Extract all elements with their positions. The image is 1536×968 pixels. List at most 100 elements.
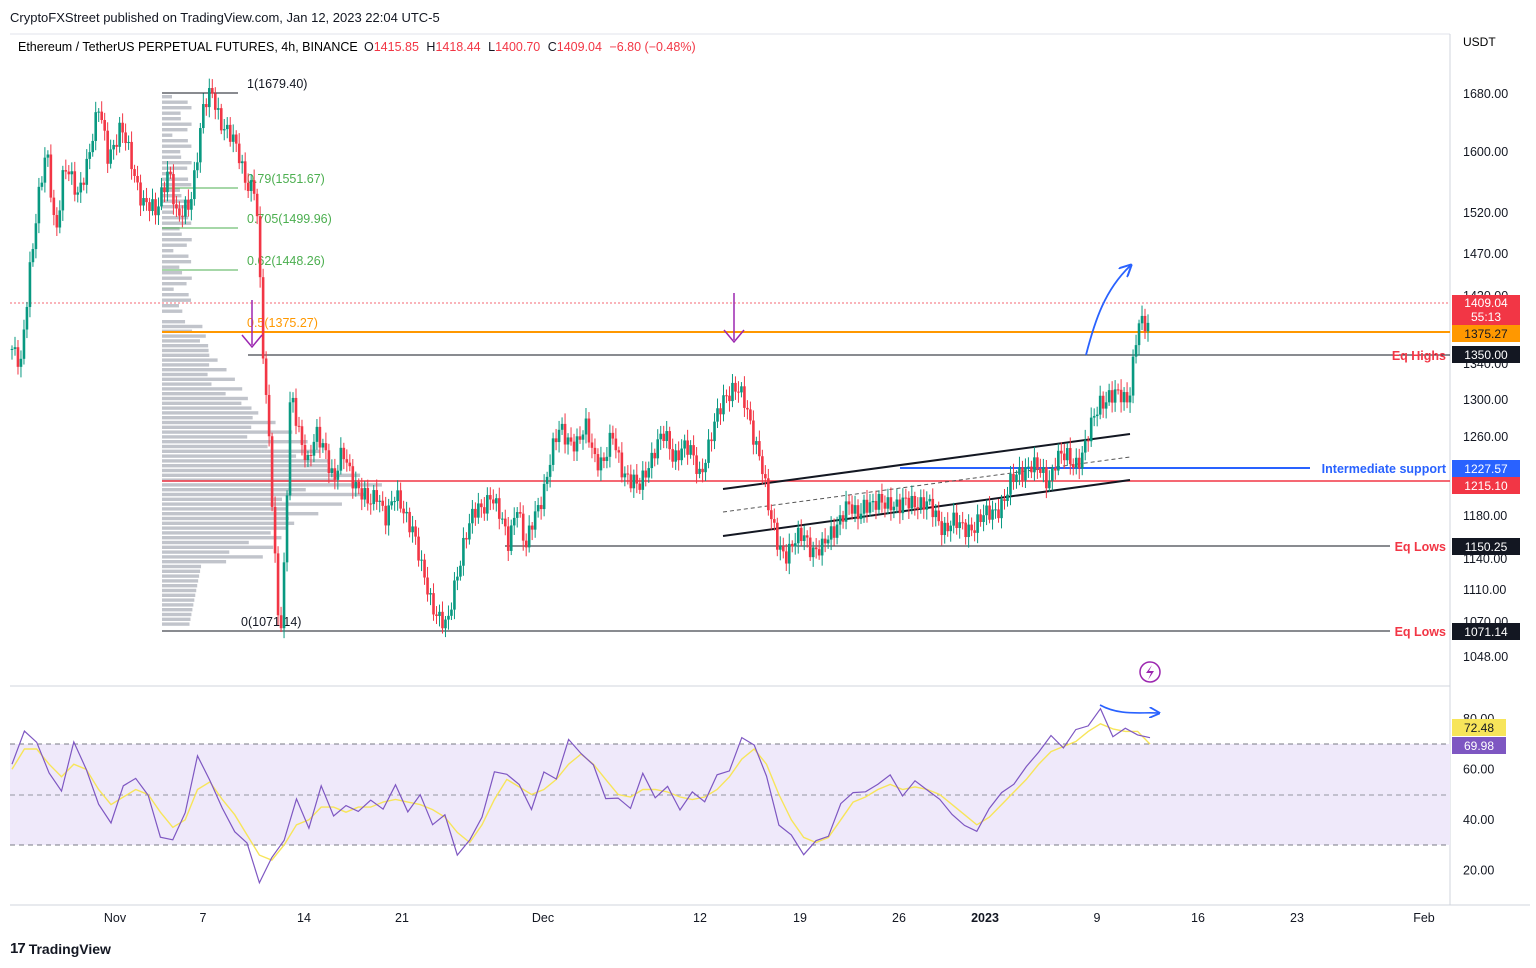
- time-tick: Dec: [532, 911, 554, 925]
- volume-profile-bar: [162, 155, 182, 159]
- volume-profile-bar: [162, 526, 287, 530]
- time-axis[interactable]: Nov 7 14 21 Dec 12 19 26 2023 9 16 23 Feb: [104, 911, 1435, 925]
- rsi-pane[interactable]: [10, 704, 1450, 885]
- volume-profile-bar: [162, 309, 183, 313]
- volume-profile-bar: [162, 205, 188, 209]
- candle-body: [563, 423, 567, 445]
- candle-body: [841, 515, 845, 522]
- fib-label-05: 0.5(1375.27): [247, 316, 318, 330]
- candle-body: [542, 483, 546, 510]
- candle-body: [545, 476, 549, 484]
- candle-body: [1048, 480, 1051, 489]
- candle-body: [330, 468, 334, 473]
- candle-body: [1080, 452, 1084, 469]
- candle-body: [799, 527, 803, 541]
- candle-body: [877, 493, 881, 510]
- candle-body: [530, 525, 534, 530]
- volume-profile-bar: [162, 249, 174, 253]
- candle-body: [922, 497, 926, 510]
- time-tick: 9: [1094, 911, 1101, 925]
- candle-body: [572, 441, 576, 452]
- volume-profile-bar: [162, 282, 187, 286]
- candle-body: [130, 141, 133, 170]
- candle-body: [566, 437, 570, 445]
- candle-body: [258, 216, 262, 278]
- candle-body: [575, 436, 579, 452]
- volume-profile-bar: [162, 516, 289, 521]
- candle-body: [641, 470, 645, 490]
- candle-body: [850, 504, 854, 514]
- candle-body: [593, 447, 597, 455]
- price-axis[interactable]: 1680.001600.001520.001470.001420.001340.…: [1463, 87, 1508, 664]
- candle-body: [967, 524, 970, 538]
- candle-body: [668, 431, 671, 450]
- fib-lines: [10, 92, 1450, 632]
- candle-body: [480, 503, 483, 508]
- candle-body: [602, 457, 606, 461]
- last-price-badge: 1409.04: [1464, 296, 1508, 310]
- lightning-icon[interactable]: [1139, 661, 1161, 683]
- volume-profile-bar: [162, 382, 212, 386]
- candle-body: [677, 450, 680, 461]
- candle-body: [387, 505, 390, 526]
- candle-body: [1068, 448, 1072, 465]
- candle-body: [770, 510, 773, 520]
- volume-profile-bar: [162, 588, 197, 593]
- time-tick: 16: [1191, 911, 1205, 925]
- candle-body: [776, 522, 779, 550]
- price-tick: 1048.00: [1463, 650, 1508, 664]
- volume-profile-bar: [162, 416, 253, 420]
- candle-body: [991, 509, 994, 520]
- candle-body: [52, 197, 56, 216]
- price-tick: 1680.00: [1463, 87, 1508, 101]
- candle-body: [787, 543, 791, 564]
- volume-profile-bar: [162, 210, 174, 214]
- candle-body: [506, 526, 510, 551]
- candle-body: [1131, 356, 1135, 396]
- candle-body: [339, 447, 343, 471]
- candle-body: [880, 493, 884, 503]
- volume-profile-bar: [162, 411, 259, 415]
- candle-body: [1030, 466, 1033, 473]
- fib-label-062: 0.62(1448.26): [247, 254, 325, 268]
- candle-body: [539, 505, 543, 510]
- candle-body: [1083, 440, 1087, 453]
- candle-body: [294, 397, 298, 426]
- price-tick: 1110.00: [1463, 583, 1506, 597]
- candle-body: [829, 526, 833, 540]
- candle-body: [749, 409, 752, 421]
- volume-profile-bar: [162, 574, 200, 578]
- candle-body: [399, 490, 402, 509]
- candle-body: [453, 580, 456, 610]
- candle-body: [369, 503, 373, 505]
- candle-body: [704, 462, 707, 473]
- volume-profile-bar: [162, 536, 282, 540]
- candle-body: [701, 468, 704, 473]
- candle-body: [901, 497, 905, 514]
- candle-body: [61, 170, 65, 211]
- candle-body: [309, 454, 313, 456]
- candle-body: [465, 537, 468, 540]
- candle-body: [946, 522, 950, 532]
- price-badges: 1409.04 55:13 1375.27 1350.00 1227.57 12…: [1452, 295, 1520, 640]
- volume-profile-bar: [162, 555, 263, 559]
- volume-profile-bar: [162, 502, 342, 506]
- fib-label-0705: 0.705(1499.96): [247, 212, 332, 226]
- eq-lows-label-1: Eq Lows: [1395, 540, 1446, 554]
- volume-profile-bar: [162, 339, 200, 343]
- candle-body: [187, 199, 190, 210]
- candle-body: [43, 157, 47, 183]
- candle-body: [163, 187, 166, 193]
- candle-body: [937, 510, 941, 522]
- tradingview-logo[interactable]: 17 TradingView: [10, 940, 111, 957]
- candlestick-series[interactable]: [10, 78, 1150, 639]
- candle-body: [847, 501, 851, 505]
- rsi-line: [11, 707, 1151, 885]
- candle-body: [408, 511, 411, 533]
- candle-body: [811, 547, 815, 558]
- volume-profile-bar: [162, 238, 192, 242]
- volume-profile-bar: [162, 406, 252, 410]
- candle-body: [31, 249, 35, 263]
